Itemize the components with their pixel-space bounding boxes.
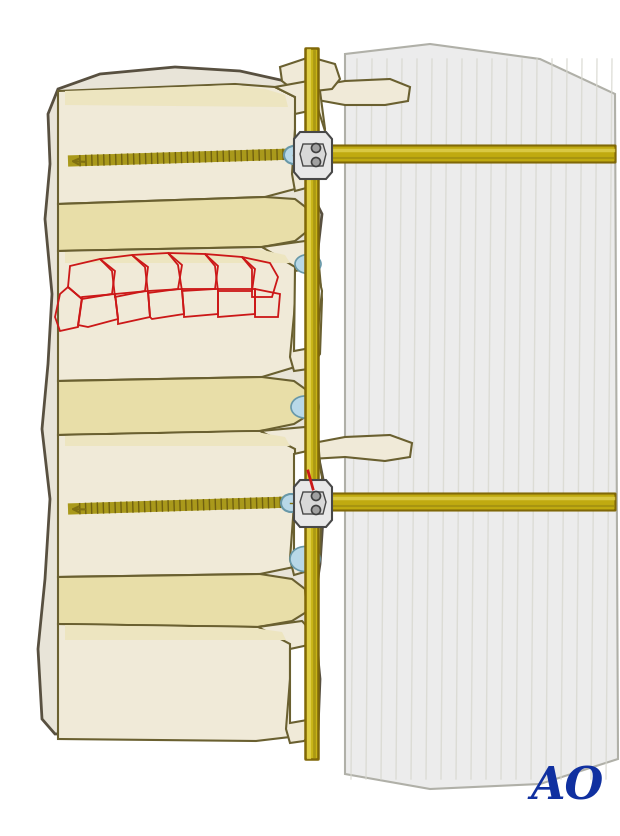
- Polygon shape: [58, 247, 308, 381]
- Polygon shape: [58, 431, 308, 578]
- FancyBboxPatch shape: [326, 146, 616, 163]
- Polygon shape: [260, 427, 322, 575]
- Polygon shape: [308, 436, 412, 461]
- Polygon shape: [295, 110, 325, 170]
- Polygon shape: [300, 145, 326, 167]
- Ellipse shape: [311, 145, 321, 153]
- Polygon shape: [275, 82, 325, 191]
- Polygon shape: [294, 133, 332, 180]
- Ellipse shape: [295, 255, 321, 274]
- Polygon shape: [280, 58, 340, 92]
- Ellipse shape: [311, 506, 321, 515]
- Polygon shape: [345, 45, 618, 789]
- Polygon shape: [290, 645, 318, 723]
- Polygon shape: [58, 378, 310, 436]
- Ellipse shape: [311, 158, 321, 167]
- Polygon shape: [294, 450, 322, 551]
- Polygon shape: [58, 624, 306, 741]
- Ellipse shape: [291, 396, 319, 419]
- Ellipse shape: [284, 147, 304, 165]
- Polygon shape: [65, 625, 286, 640]
- Polygon shape: [58, 574, 308, 627]
- Ellipse shape: [311, 492, 321, 501]
- Polygon shape: [58, 198, 310, 252]
- Polygon shape: [262, 242, 322, 371]
- Ellipse shape: [290, 547, 320, 572]
- Polygon shape: [65, 432, 290, 446]
- Polygon shape: [38, 68, 325, 734]
- FancyBboxPatch shape: [306, 49, 319, 760]
- Polygon shape: [294, 481, 332, 528]
- Polygon shape: [300, 492, 326, 514]
- Polygon shape: [65, 86, 288, 108]
- Polygon shape: [258, 621, 318, 743]
- Polygon shape: [310, 80, 410, 106]
- Text: AO: AO: [530, 765, 603, 808]
- Polygon shape: [65, 250, 290, 263]
- FancyBboxPatch shape: [326, 494, 616, 511]
- Polygon shape: [58, 85, 308, 205]
- Ellipse shape: [281, 494, 301, 512]
- Polygon shape: [294, 268, 322, 352]
